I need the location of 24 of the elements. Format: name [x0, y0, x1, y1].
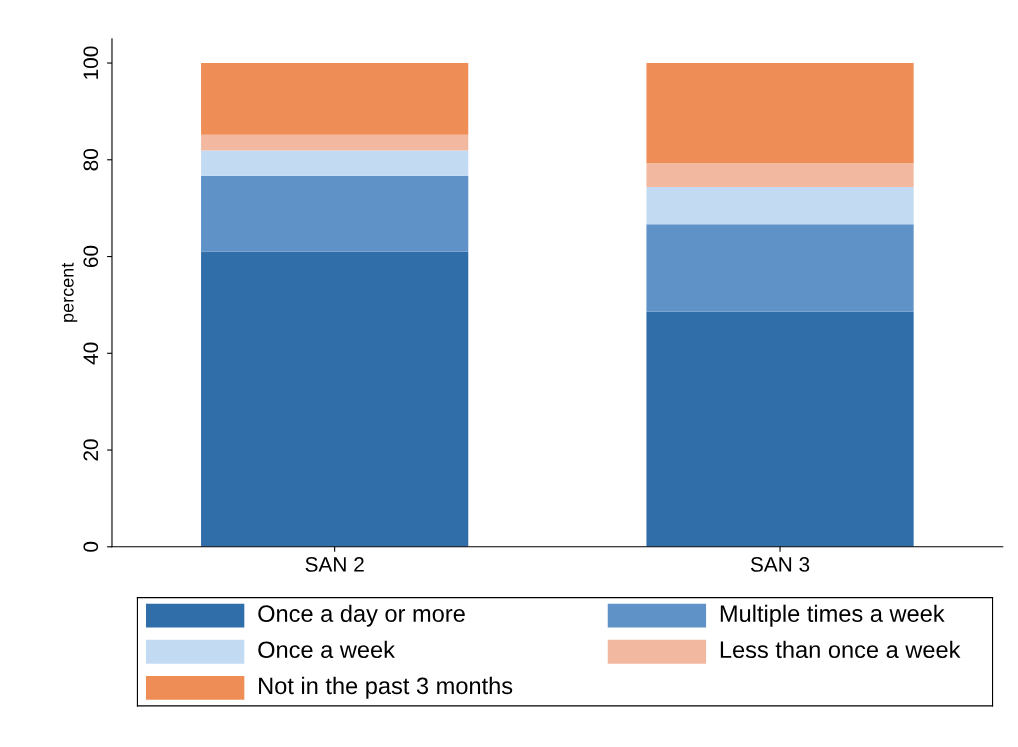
- y-tick-label: 100: [83, 46, 99, 79]
- y-tick-label: 0: [83, 541, 99, 552]
- y-axis-title: percent: [61, 262, 78, 322]
- bar: [646, 186, 914, 225]
- y-tick-label: 20: [83, 439, 99, 461]
- bar: [201, 150, 469, 176]
- bar: [646, 163, 914, 187]
- bar: [201, 134, 469, 151]
- legend-label: Once a week: [258, 640, 395, 659]
- bar: [201, 63, 469, 135]
- bar: [646, 311, 914, 547]
- bar: [201, 175, 469, 252]
- legend-label: Less than once a week: [720, 640, 961, 659]
- y-tick-label: 40: [83, 342, 99, 365]
- legend-label: Not in the past 3 months: [259, 676, 513, 699]
- x-tick-label: SAN 3: [750, 557, 810, 572]
- y-tick-label: 60: [83, 245, 99, 268]
- x-tick-label: SAN 2: [305, 557, 364, 572]
- bar: [201, 251, 469, 547]
- bar: [646, 63, 914, 164]
- bar: [646, 224, 914, 312]
- y-tick-label: 80: [83, 149, 99, 171]
- legend-label: Once a day or more: [258, 604, 465, 627]
- legend-label: Multiple times a week: [720, 604, 945, 627]
